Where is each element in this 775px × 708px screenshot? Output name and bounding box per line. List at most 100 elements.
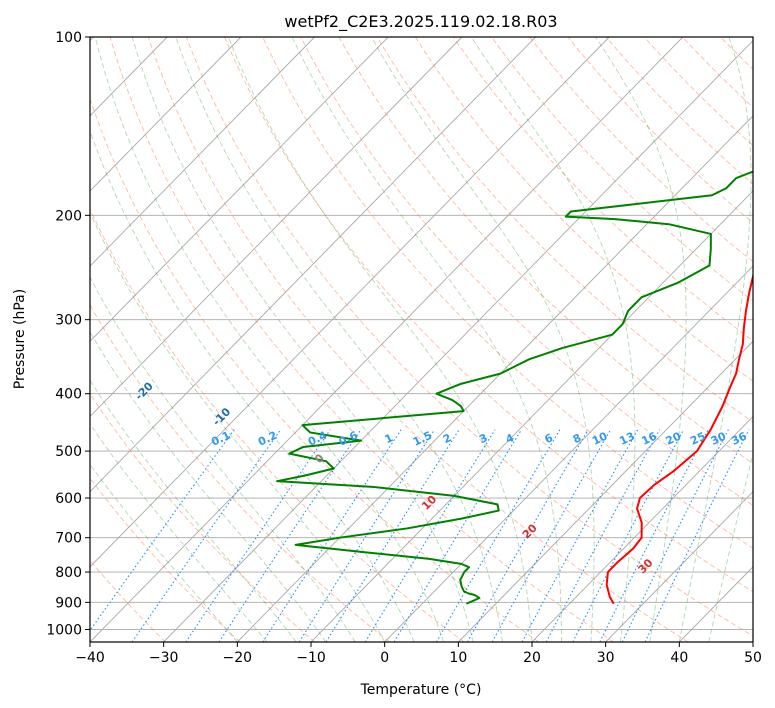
isotherm-line — [90, 37, 389, 342]
x-tick-label: 10 — [449, 650, 467, 666]
y-axis-label: Pressure (hPa) — [12, 289, 28, 389]
mixing-ratio-line — [393, 429, 522, 642]
mixing-ratio-line — [644, 429, 750, 642]
data-layer — [276, 170, 753, 605]
mixing-ratio-line — [364, 429, 496, 642]
dry-adiabat-line — [414, 37, 753, 382]
chart-title: wetPf2_C2E3.2025.119.02.18.R03 — [284, 12, 557, 32]
x-tick-label: 40 — [670, 650, 688, 666]
x-tick-label: 50 — [744, 650, 762, 666]
y-tick-label: 500 — [55, 444, 82, 460]
isotherm-line — [458, 340, 753, 642]
grid-layer — [90, 37, 753, 642]
dry-adiabat-line — [90, 303, 390, 642]
mixing-ratio-line — [572, 429, 685, 642]
mixing-ratio-label: 10 — [590, 429, 610, 447]
moist-adiabat-line — [470, 37, 636, 642]
moist-adiabat-line — [90, 379, 297, 642]
mixing-ratio-label: 30 — [709, 429, 729, 447]
isotherm-line — [384, 265, 753, 642]
isotherm-line — [90, 37, 610, 568]
isotherm-line — [90, 37, 315, 267]
moist-adiabat-line — [175, 37, 503, 642]
x-tick-label: −10 — [296, 650, 326, 666]
dry-adiabat-label: 40 — [748, 584, 768, 604]
moist-adiabat-line — [708, 451, 753, 642]
moist-adiabat-line — [90, 276, 356, 642]
mixing-ratio-line — [521, 429, 639, 642]
isotherm-line — [237, 115, 753, 642]
mixing-ratio-line — [621, 429, 729, 642]
mixing-ratio-line — [262, 429, 402, 642]
isotherm-line — [90, 37, 463, 418]
moist-adiabat-line — [90, 129, 415, 642]
mixing-ratio-label: 25 — [688, 430, 707, 448]
dry-adiabat-line — [185, 37, 753, 637]
y-tick-label: 400 — [55, 387, 82, 403]
mixing-ratio-line — [491, 429, 612, 642]
x-tick-label: 20 — [523, 650, 541, 666]
moist-adiabat-line — [90, 211, 386, 642]
temperature-profile-line — [605, 272, 753, 605]
dry-adiabat-line — [262, 37, 753, 549]
dry-adiabat-line — [300, 37, 753, 506]
moist-adiabat-line — [90, 331, 327, 642]
isotherm-line — [605, 491, 753, 642]
dry-adiabat-line — [90, 392, 315, 642]
isotherm-line — [531, 415, 753, 642]
mixing-ratio-line — [599, 429, 709, 642]
y-tick-label: 200 — [55, 208, 82, 224]
dry-adiabat-line — [453, 37, 753, 342]
y-tick-label: 700 — [55, 531, 82, 547]
y-tick-label: 300 — [55, 313, 82, 329]
moist-adiabat-line — [291, 37, 562, 642]
isotherm-line — [90, 37, 536, 493]
isotherm-line — [310, 190, 753, 642]
dry-adiabat-line — [567, 37, 753, 224]
y-tick-label: 900 — [55, 595, 82, 611]
x-axis-label: Temperature (°C) — [360, 682, 482, 698]
x-tick-label: 0 — [380, 650, 389, 666]
dewpoint-profile-line — [276, 170, 753, 605]
dry-adiabat-line — [529, 37, 753, 263]
mixing-ratio-line — [185, 429, 331, 642]
dry-adiabat-line — [643, 37, 753, 147]
moist-adiabat-line — [90, 463, 238, 642]
dry-adiabat-line — [90, 207, 465, 642]
mixing-ratio-line — [435, 429, 561, 642]
axis-layer: −40 −30 −20 −10 0 10 20 30 40 50 100 200 300 400 500 60… — [46, 30, 762, 666]
moist-adiabat-line — [90, 423, 268, 642]
dry-adiabat-line — [109, 37, 614, 642]
x-tick-label: −40 — [75, 650, 105, 666]
moist-adiabat-line — [227, 37, 533, 642]
mixing-ratio-label: 20 — [664, 429, 684, 447]
isotherm-line — [90, 37, 242, 192]
moist-adiabat-line — [678, 37, 752, 642]
moist-adiabat-line — [371, 37, 595, 642]
y-tick-label: 800 — [55, 565, 82, 581]
y-tick-label: 1000 — [46, 622, 82, 638]
mixing-ratio-line — [90, 429, 235, 632]
plot-frame — [89, 36, 754, 643]
x-tick-label: 30 — [597, 650, 615, 666]
x-tick-label: −20 — [223, 650, 253, 666]
x-tick-label: −30 — [149, 650, 179, 666]
dry-adiabat-line — [224, 37, 753, 593]
y-tick-label: 100 — [55, 30, 82, 46]
dry-adiabat-line — [376, 37, 753, 423]
dry-adiabat-line — [90, 97, 540, 642]
mixing-ratio-label: 16 — [639, 429, 659, 447]
mixing-ratio-label: 36 — [729, 429, 749, 447]
isotherm-line — [163, 39, 753, 642]
mixing-ratio-label: 13 — [617, 430, 636, 448]
mixing-ratio-line — [467, 429, 589, 642]
moist-adiabat-line — [595, 37, 687, 642]
moist-adiabat-line — [131, 37, 474, 642]
mixing-ratio-line — [545, 429, 661, 642]
isotherm-line — [90, 37, 684, 642]
y-tick-label: 600 — [55, 491, 82, 507]
mixing-ratio-line — [298, 429, 436, 642]
